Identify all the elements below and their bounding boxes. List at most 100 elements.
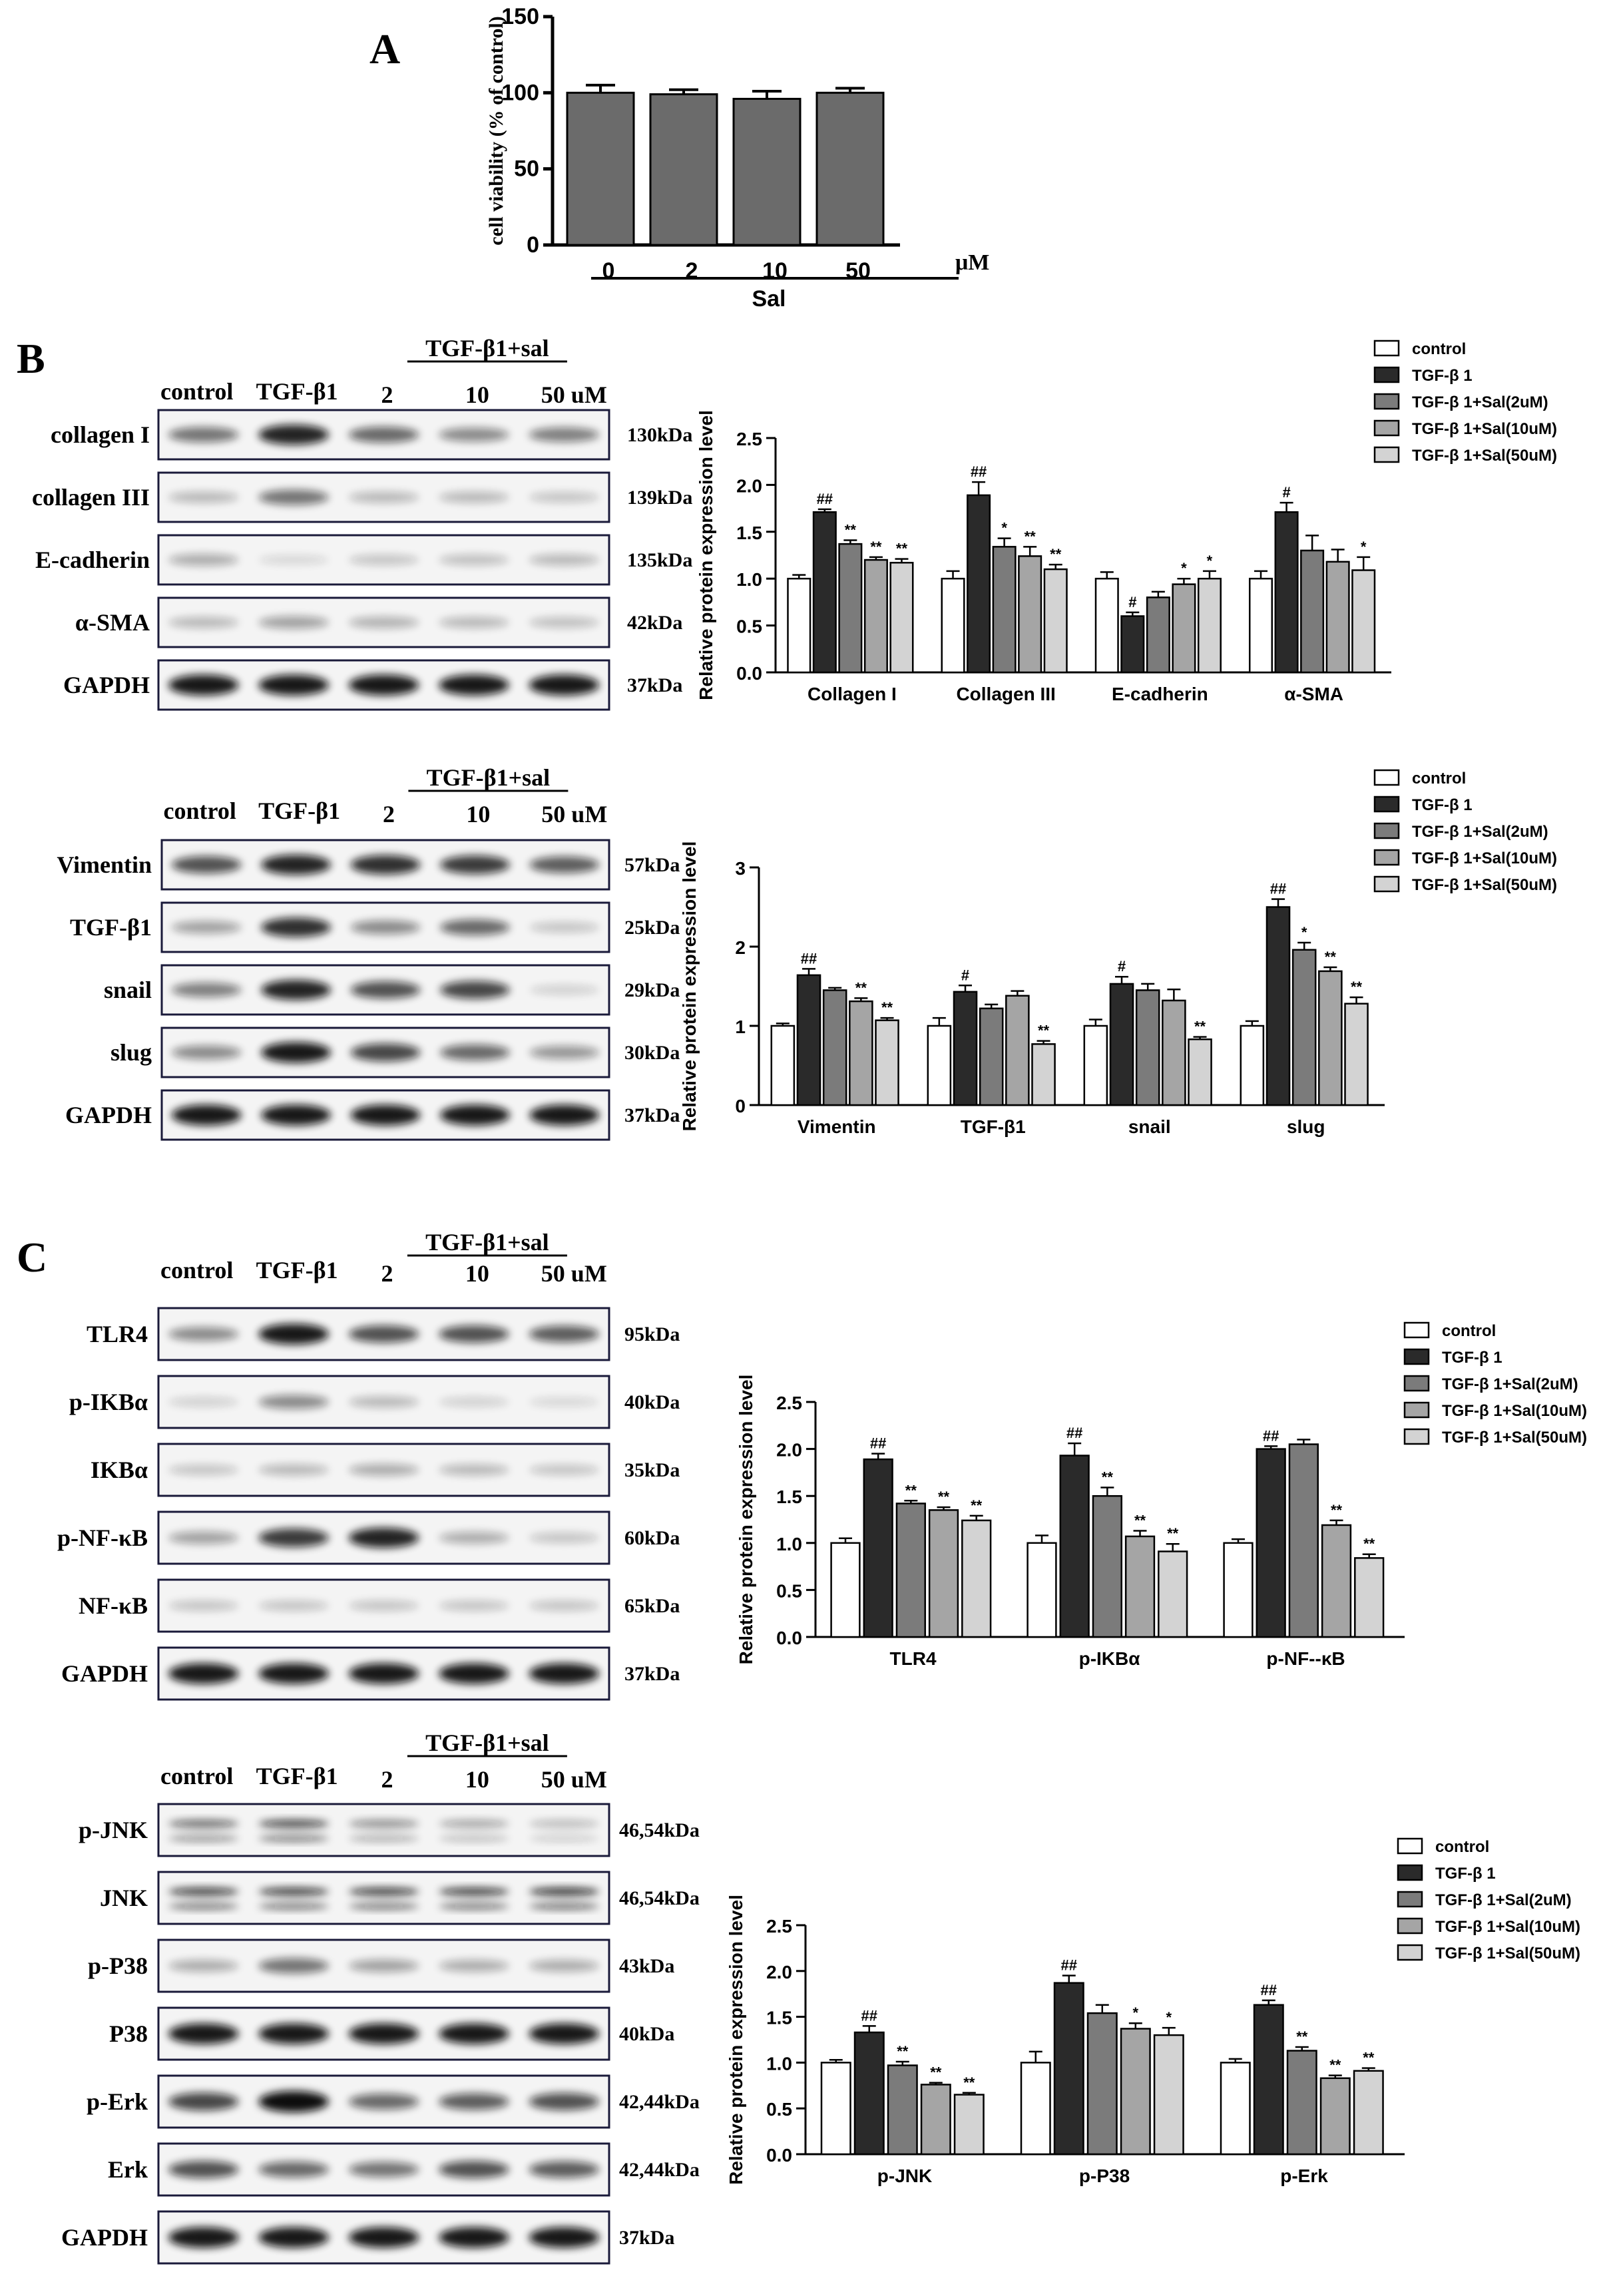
protein-label: p-Erk [87, 2088, 148, 2115]
blot-row: Erk 42,44kDa [108, 2142, 700, 2197]
blot-band [439, 2093, 509, 2110]
bar [830, 1542, 861, 1638]
treatment-group-label: TGF-β1+sal [427, 764, 550, 791]
blot-band [258, 674, 329, 696]
legend-label: TGF-β 1 [1435, 1865, 1496, 1883]
blot-band [348, 1325, 419, 1343]
significance-mark: ** [1325, 949, 1337, 965]
y-tick-label: 3 [735, 858, 746, 879]
legend-label: TGF-β 1+Sal(2uM) [1435, 1891, 1572, 1909]
bar [1120, 2028, 1151, 2156]
blot-band [439, 1903, 509, 1910]
blot-band [439, 1887, 509, 1896]
blot-band [439, 2023, 509, 2044]
lane-label-2: 2 [381, 381, 393, 408]
blot-row: TGF-β1 25kDa [70, 901, 680, 953]
blot-row: α-SMA 42kDa [75, 596, 682, 648]
significance-mark: * [1132, 2004, 1138, 2021]
significance-mark: ## [971, 463, 987, 480]
blot-band [529, 1887, 600, 1896]
legend-swatch [1373, 393, 1400, 410]
legend-swatch [1397, 1837, 1423, 1855]
x-category-label: Collagen I [807, 684, 897, 704]
x-unit-label: μM [955, 250, 989, 275]
bar [863, 559, 888, 674]
blot-band [258, 1663, 329, 1684]
blot-band [261, 1042, 332, 1063]
legend-swatch [1373, 769, 1400, 786]
significance-mark: ** [1329, 2057, 1341, 2074]
protein-label: GAPDH [63, 672, 150, 698]
blot-row: p-IKBα 40kDa [69, 1375, 680, 1429]
panel-label-a: A [369, 25, 400, 73]
blot-band [258, 1835, 329, 1842]
blot-band [261, 855, 332, 875]
blot-band [258, 555, 329, 565]
bar [1274, 511, 1299, 674]
lane-label-tgf: TGF-β1 [256, 378, 338, 405]
blot-lane-header: control TGF-β1 2 10 50 uM TGF-β1+sal [164, 764, 608, 827]
bar [1353, 2070, 1384, 2156]
bar [1031, 1043, 1056, 1106]
lane-label-50: 50 uM [541, 1766, 607, 1793]
bar [1109, 983, 1134, 1106]
blot-band [258, 2227, 329, 2248]
x-category-label: α-SMA [1284, 684, 1343, 704]
legend-swatch [1373, 822, 1400, 839]
legend-label: TGF-β 1+Sal(50uM) [1412, 447, 1557, 465]
bar [1120, 615, 1145, 674]
bar [967, 494, 991, 674]
chart-legend: control TGF-β 1 TGF-β 1+Sal(2uM) TGF-β 1+Sa… [1397, 1837, 1580, 1962]
bar [953, 991, 978, 1106]
legend-label: TGF-β 1+Sal(10uM) [1412, 420, 1557, 438]
significance-mark: ** [1102, 1469, 1114, 1485]
protein-label: GAPDH [65, 1102, 152, 1128]
bar [849, 1000, 873, 1106]
blot-band [439, 674, 509, 696]
y-tick-label: 2 [735, 937, 746, 958]
lane-label-50: 50 uM [541, 381, 607, 408]
blot-band [168, 2161, 239, 2178]
y-tick-label: 150 [501, 4, 539, 29]
bar [1083, 1025, 1108, 1106]
kda-label: 37kDa [627, 674, 682, 696]
blot-row: snail 29kDa [104, 964, 680, 1016]
blot-band [350, 855, 421, 875]
significance-mark: ** [855, 979, 867, 996]
blot-band [168, 1835, 239, 1842]
bar [1124, 1535, 1156, 1638]
bar [820, 2062, 851, 2156]
blot-band [168, 1327, 239, 1341]
blot-row: collagen I 130kDa [51, 409, 692, 461]
bar [1286, 2050, 1317, 2156]
y-tick-label: 1 [735, 1017, 746, 1037]
blot-band [348, 1663, 419, 1684]
lane-label-control: control [160, 378, 233, 405]
blot-row: P38 40kDa [109, 2006, 674, 2061]
blot-band [350, 920, 421, 935]
y-tick-label: 2.0 [776, 1440, 802, 1461]
significance-mark: ## [801, 950, 817, 967]
bar [1018, 555, 1042, 674]
blot-band [348, 1819, 419, 1828]
kda-label: 95kDa [624, 1323, 680, 1345]
bar [1318, 970, 1343, 1106]
significance-mark: ** [1363, 1536, 1375, 1552]
x-category-label: 0 [602, 258, 615, 284]
blot-row: p-P38 43kDa [88, 1939, 674, 1993]
bar [920, 2084, 951, 2156]
significance-mark: # [961, 967, 969, 983]
protein-label: Vimentin [57, 851, 152, 878]
blot-band [258, 425, 329, 445]
bar [1240, 1025, 1265, 1106]
legend-label: TGF-β 1+Sal(2uM) [1412, 823, 1548, 841]
y-tick-label: 0.5 [736, 616, 762, 637]
blot-band [529, 2093, 600, 2110]
lane-label-control: control [160, 1763, 233, 1789]
lane-label-2: 2 [381, 1260, 393, 1287]
blot-band [439, 919, 510, 935]
blot-band [439, 554, 509, 566]
bar [1321, 1524, 1352, 1638]
significance-mark: # [1118, 958, 1126, 975]
western-blot-1: control TGF-β1 2 10 50 uM TGF-β1+sal collagen … [32, 335, 692, 711]
